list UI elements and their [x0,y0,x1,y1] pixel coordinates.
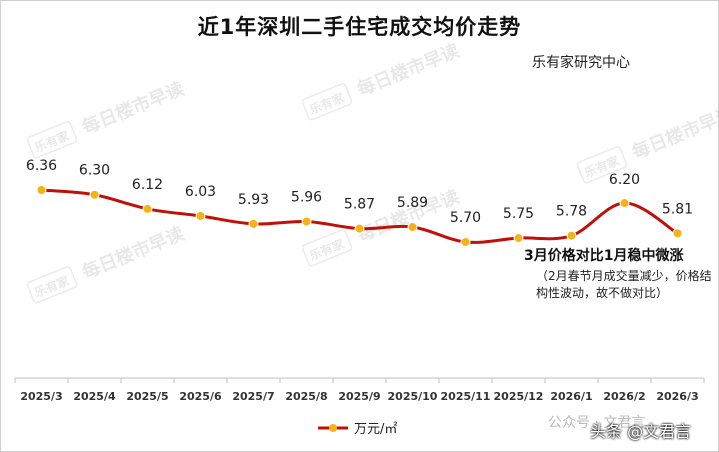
x-tick-label: 2025/6 [179,390,222,403]
data-point [619,198,630,208]
annotation-note: （2月春节月成交量减少，价格结构性波动，故不做对比） [536,269,712,300]
data-point [248,218,259,229]
footer-faint-text: 公众号 · 文君言 [548,415,646,431]
watermark-logo-box [576,146,628,184]
data-point [36,185,47,195]
x-tick-label: 2026/1 [550,390,592,403]
footer-text: 头条 @文君言 [590,422,692,441]
watermark-logo-box [26,266,78,304]
data-label: 5.96 [291,190,322,206]
x-tick-label: 2025/5 [126,390,168,403]
watermark-text: 每日楼市早读 [629,103,719,164]
x-tick-label: 2025/3 [20,390,62,403]
data-label: 6.03 [185,184,216,200]
data-label: 5.93 [238,192,269,208]
x-tick-label: 2025/8 [285,390,327,403]
watermark-text: 每日楼市早读 [79,223,187,284]
data-point [566,230,577,241]
data-point [672,228,683,239]
annotation-title: 3月价格对比1月稳中微涨 [524,248,684,264]
data-label: 5.70 [450,210,481,226]
data-label: 5.87 [344,197,375,213]
data-label: 6.30 [79,163,110,179]
data-label: 5.78 [556,204,587,220]
data-label: 6.12 [132,177,163,193]
data-point [460,237,471,247]
x-tick-label: 2025/4 [73,390,116,403]
data-label: 5.81 [662,201,693,217]
data-point [513,233,524,244]
x-tick-label: 2025/10 [388,390,438,403]
watermark-logo-box [301,229,353,267]
data-label: 6.20 [609,172,640,188]
x-tick-label: 2025/7 [232,390,274,403]
data-point [301,216,312,227]
data-label: 5.75 [503,206,534,222]
legend-label: 万元/㎡ [354,422,397,437]
data-label: 6.36 [26,158,57,174]
x-tick-label: 2026/2 [603,390,645,403]
watermark-text: 每日楼市早读 [79,78,187,139]
data-label: 5.89 [397,195,428,211]
x-tick-label: 2026/3 [656,390,698,403]
source-label: 乐有家研究中心 [532,55,630,71]
legend-marker [329,424,337,432]
x-tick-label: 2025/9 [338,390,380,403]
watermark-logo-box [26,121,78,159]
watermark-text: 每日楼市早读 [354,40,462,101]
data-point [354,223,365,234]
x-tick-label: 2025/11 [441,390,491,403]
watermark-logo-box [301,83,353,121]
chart-title: 近1年深圳二手住宅成交均价走势 [197,15,522,39]
data-point [195,211,206,221]
x-tick-label: 2025/12 [494,390,544,403]
data-point [89,189,100,200]
data-point [407,222,418,233]
data-point [142,203,153,214]
